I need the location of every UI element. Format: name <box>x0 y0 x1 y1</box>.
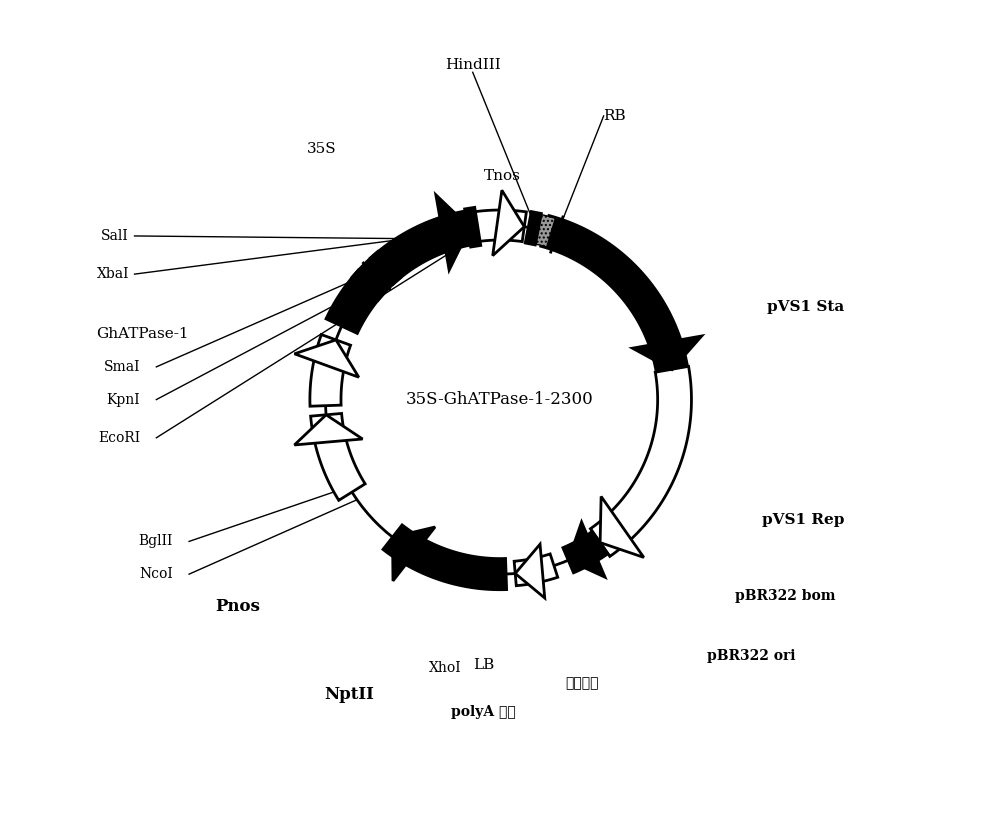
Text: XbaI: XbaI <box>97 267 129 281</box>
Polygon shape <box>294 415 363 445</box>
Text: Pnos: Pnos <box>215 599 260 616</box>
Text: pBR322 bom: pBR322 bom <box>735 589 835 603</box>
Polygon shape <box>600 497 644 557</box>
Polygon shape <box>525 211 542 245</box>
Text: LB: LB <box>473 658 494 672</box>
Polygon shape <box>310 335 351 406</box>
Polygon shape <box>533 214 555 247</box>
Text: pVS1 Rep: pVS1 Rep <box>762 512 844 526</box>
Text: pVS1 Sta: pVS1 Sta <box>767 300 845 314</box>
Text: RB: RB <box>604 109 626 123</box>
Polygon shape <box>311 414 365 500</box>
Polygon shape <box>590 366 691 557</box>
Text: SmaI: SmaI <box>103 360 140 374</box>
Text: EcoRI: EcoRI <box>98 431 140 445</box>
Text: XhoI: XhoI <box>429 662 462 676</box>
Text: 35S-GhATPase-1-2300: 35S-GhATPase-1-2300 <box>406 391 594 408</box>
Polygon shape <box>563 531 608 573</box>
Polygon shape <box>436 195 470 269</box>
Text: GhATPase-1: GhATPase-1 <box>96 327 189 342</box>
Polygon shape <box>514 554 558 585</box>
Text: 35S: 35S <box>307 142 336 156</box>
Text: HindIII: HindIII <box>445 58 501 72</box>
Text: pBR322 ori: pBR322 ori <box>707 649 796 663</box>
Polygon shape <box>295 340 359 377</box>
Polygon shape <box>568 522 605 577</box>
Polygon shape <box>464 207 481 247</box>
Polygon shape <box>351 269 385 300</box>
Polygon shape <box>393 527 435 581</box>
Text: BglII: BglII <box>138 534 173 548</box>
Polygon shape <box>467 210 526 242</box>
Text: NcoI: NcoI <box>139 567 173 581</box>
Text: 卡那霉素: 卡那霉素 <box>565 677 599 690</box>
Text: KpnI: KpnI <box>106 392 140 406</box>
Text: polyA 信号: polyA 信号 <box>451 705 516 719</box>
Polygon shape <box>515 544 545 598</box>
Text: SalI: SalI <box>101 229 129 243</box>
Polygon shape <box>326 211 473 333</box>
Text: Tnos: Tnos <box>484 169 521 183</box>
Polygon shape <box>383 525 507 589</box>
Polygon shape <box>633 337 701 369</box>
Polygon shape <box>370 251 401 285</box>
Text: NptII: NptII <box>325 686 375 703</box>
Polygon shape <box>541 216 687 372</box>
Polygon shape <box>493 190 524 255</box>
